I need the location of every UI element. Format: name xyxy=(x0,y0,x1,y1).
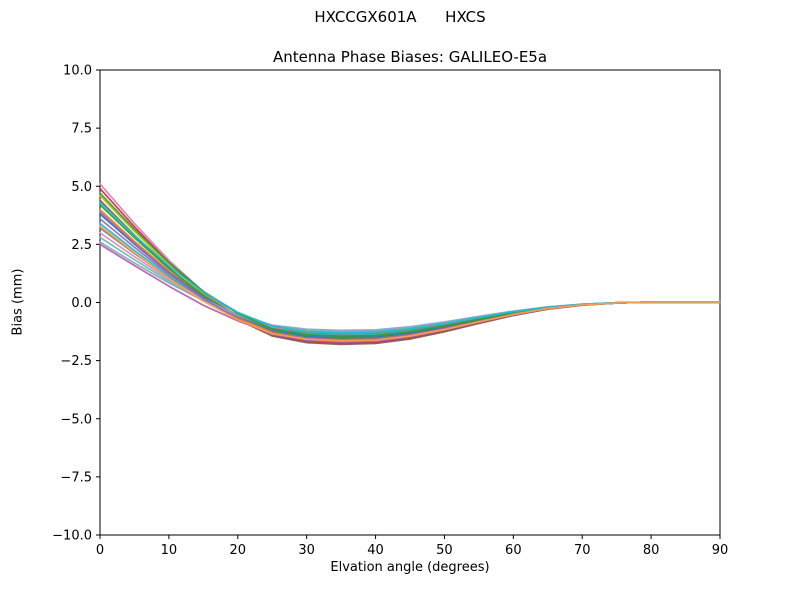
y-tick-label: −5.0 xyxy=(60,412,92,427)
bias-curve-06 xyxy=(99,208,721,341)
x-axis-label: Elvation angle (degrees) xyxy=(330,560,490,575)
bias-curve-18 xyxy=(99,224,721,342)
y-tick-label: 10.0 xyxy=(63,64,92,79)
y-tick-label: −7.5 xyxy=(60,470,92,485)
x-tick-label: 90 xyxy=(712,543,729,558)
y-tick-label: −2.5 xyxy=(60,354,92,369)
y-tick-label: 2.5 xyxy=(71,238,92,253)
bias-curve-08 xyxy=(99,217,721,338)
bias-curve-16 xyxy=(99,210,721,343)
bias-curve-03 xyxy=(99,194,721,342)
bias-curve-17 xyxy=(99,201,721,334)
y-tick-label: 7.5 xyxy=(71,122,92,137)
x-tick-label: 50 xyxy=(436,543,453,558)
bias-curve-15 xyxy=(99,192,721,338)
bias-curve-10 xyxy=(99,227,721,335)
y-tick-label: 0.0 xyxy=(71,296,92,311)
x-tick-label: 80 xyxy=(643,543,660,558)
figure-title: HXCCGX601A HXCS xyxy=(314,8,486,26)
y-tick-label: 5.0 xyxy=(71,180,92,195)
bias-curve-04 xyxy=(99,199,721,346)
bias-curve-02 xyxy=(99,187,721,345)
x-tick-label: 0 xyxy=(96,543,104,558)
bias-curve-01 xyxy=(99,183,721,343)
x-tick-label: 60 xyxy=(505,543,522,558)
x-tick-label: 70 xyxy=(574,543,591,558)
x-tick-label: 20 xyxy=(230,543,247,558)
axes-title: Antenna Phase Biases: GALILEO-E5a xyxy=(272,48,548,66)
bias-curve-09 xyxy=(99,222,721,336)
x-tick-label: 30 xyxy=(298,543,315,558)
x-tick-label: 40 xyxy=(367,543,384,558)
y-tick-label: −10.0 xyxy=(52,529,92,544)
x-tick-label: 10 xyxy=(161,543,178,558)
bias-curve-05 xyxy=(99,204,721,340)
bias-curve-07 xyxy=(99,213,721,339)
